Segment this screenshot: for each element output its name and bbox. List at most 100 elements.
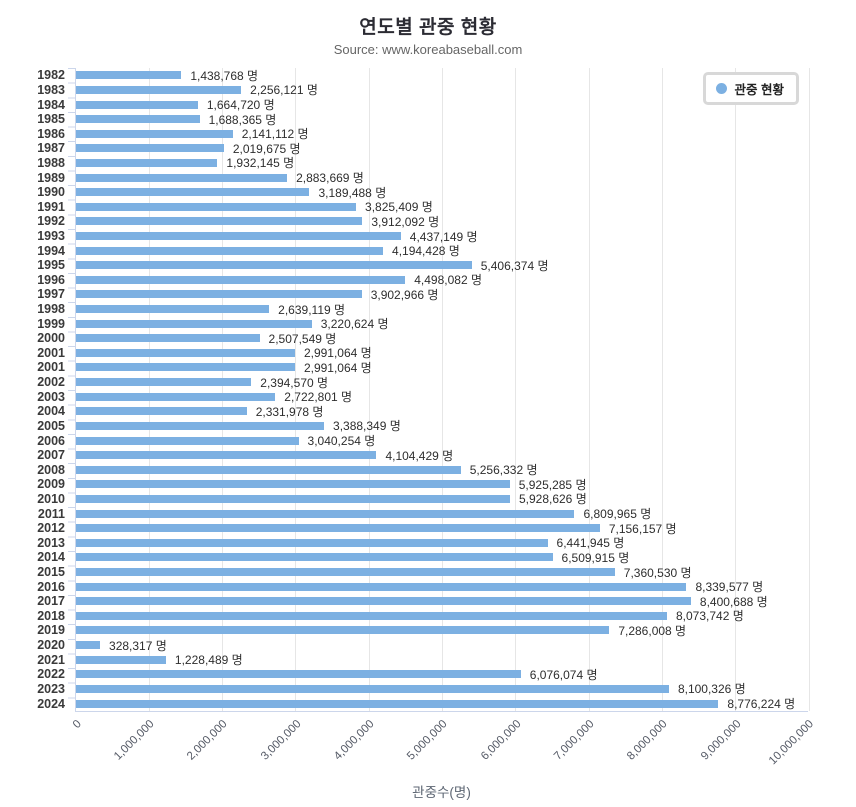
attendance-bar[interactable] — [76, 494, 510, 503]
attendance-bar[interactable] — [76, 568, 615, 577]
attendance-bar[interactable] — [76, 71, 182, 80]
value-label: 5,406,374 명 — [480, 258, 549, 273]
attendance-bar[interactable] — [76, 363, 295, 372]
year-label: 2001 — [37, 345, 65, 360]
x-axis-tick-label: 8,000,000 — [625, 718, 670, 763]
year-label: 1990 — [37, 185, 65, 200]
bar-row: 2002 2,394,570 명 — [37, 375, 808, 390]
attendance-bar[interactable] — [76, 421, 325, 430]
x-axis-tick-label: 5,000,000 — [405, 718, 450, 763]
bar-row: 2013 6,441,945 명 — [37, 536, 808, 551]
gridline — [808, 68, 810, 711]
bar-row: 1985 1,688,365 명 — [37, 112, 808, 127]
attendance-bar[interactable] — [76, 436, 299, 445]
year-label: 2000 — [37, 331, 65, 346]
bar-row: 1992 3,912,092 명 — [37, 214, 808, 229]
attendance-bar[interactable] — [76, 378, 252, 387]
attendance-bar[interactable] — [76, 626, 610, 635]
year-label: 2011 — [37, 506, 65, 521]
plot-area: 1982 1,438,768 명 1983 2,256,121 명 1984 1,664,… — [37, 68, 810, 713]
year-label: 1999 — [37, 316, 65, 331]
attendance-bar[interactable] — [76, 202, 357, 211]
value-label: 8,339,577 명 — [695, 580, 764, 595]
year-label: 2018 — [37, 608, 65, 623]
x-axis-title: 관중수(명) — [412, 785, 471, 800]
attendance-bar[interactable] — [76, 524, 600, 533]
attendance-bar[interactable] — [76, 319, 312, 328]
attendance-bar[interactable] — [76, 641, 101, 650]
x-axis-tick-label: 0 — [70, 718, 84, 732]
attendance-bar[interactable] — [76, 655, 166, 664]
year-label: 2020 — [37, 638, 65, 653]
bar-row: 2005 3,388,349 명 — [37, 419, 808, 434]
attendance-bar[interactable] — [76, 699, 719, 708]
bar-row: 1993 4,437,149 명 — [37, 229, 808, 244]
year-label: 2016 — [37, 579, 65, 594]
attendance-bar[interactable] — [76, 611, 667, 620]
x-axis-tick-label: 10,000,000 — [767, 718, 817, 768]
x-axis-tick-label: 4,000,000 — [332, 718, 377, 763]
attendance-bar[interactable] — [76, 232, 401, 240]
bar-row: 1982 1,438,768 명 — [37, 68, 808, 83]
attendance-bar[interactable] — [76, 144, 224, 153]
attendance-bar[interactable] — [76, 275, 406, 284]
year-label: 1997 — [37, 287, 65, 302]
bar-row: 2003 2,722,801 명 — [37, 389, 808, 405]
x-axis-tick-label: 2,000,000 — [185, 718, 231, 763]
attendance-bar[interactable] — [76, 188, 310, 197]
value-label: 2,331,978 명 — [255, 404, 324, 419]
attendance-bar[interactable] — [76, 217, 363, 226]
bar-row: 2014 6,509,915 명 — [37, 550, 808, 565]
attendance-bar[interactable] — [76, 261, 472, 270]
attendance-bar[interactable] — [76, 115, 200, 124]
attendance-bar[interactable] — [76, 305, 270, 314]
year-label: 1985 — [37, 112, 65, 127]
bar-row: 2011 6,809,965 명 — [38, 506, 808, 522]
year-label: 2022 — [37, 667, 65, 682]
attendance-bar[interactable] — [76, 100, 198, 109]
attendance-bar[interactable] — [76, 348, 295, 357]
value-label: 6,509,915 명 — [561, 550, 630, 565]
attendance-bar[interactable] — [76, 509, 575, 518]
attendance-bar[interactable] — [76, 246, 384, 255]
value-label: 6,441,945 명 — [556, 536, 625, 551]
bar-row: 2021 1,228,489 명 — [37, 652, 808, 668]
attendance-bar[interactable] — [76, 129, 233, 138]
value-label: 3,825,409 명 — [365, 200, 433, 215]
attendance-bar[interactable] — [76, 85, 242, 94]
bar-row: 2001 2,991,064 명 — [37, 360, 808, 375]
bar-row: 1998 2,639,119 명 — [37, 302, 808, 317]
attendance-bar[interactable] — [76, 538, 548, 547]
attendance-bar[interactable] — [76, 173, 288, 182]
value-label: 2,394,570 명 — [260, 375, 329, 390]
attendance-bar[interactable] — [76, 670, 521, 679]
year-label: 1994 — [37, 243, 65, 258]
attendance-bar[interactable] — [76, 290, 362, 299]
attendance-bar[interactable] — [76, 334, 260, 343]
year-label: 1995 — [37, 258, 65, 273]
attendance-bar[interactable] — [76, 597, 691, 606]
attendance-bar[interactable] — [76, 465, 461, 474]
attendance-bar[interactable] — [76, 158, 218, 167]
bar-row: 2017 8,400,688 명 — [37, 594, 808, 609]
bar-row: 1991 3,825,409 명 — [37, 199, 808, 215]
year-label: 2008 — [37, 462, 65, 477]
attendance-bar[interactable] — [76, 582, 687, 591]
value-label: 2,722,801 명 — [284, 390, 353, 405]
year-label: 2001 — [37, 360, 65, 375]
attendance-bar[interactable] — [76, 392, 276, 401]
year-label: 2010 — [37, 491, 65, 506]
bar-row: 1995 5,406,374 명 — [37, 258, 808, 273]
legend-item[interactable]: 관중 현황 — [702, 72, 799, 105]
value-label: 3,902,966 명 — [370, 287, 439, 302]
bar-row: 1984 1,664,720 명 — [37, 97, 808, 113]
gridline — [588, 68, 590, 711]
attendance-bar[interactable] — [76, 407, 247, 416]
attendance-bar[interactable] — [76, 451, 377, 460]
bar-row: 1994 4,194,428 명 — [37, 243, 808, 259]
bar-row: 1997 3,902,966 명 — [37, 287, 808, 302]
attendance-bar[interactable] — [76, 553, 553, 562]
value-label: 7,286,008 명 — [618, 623, 687, 638]
attendance-bar[interactable] — [76, 480, 510, 489]
attendance-bar[interactable] — [76, 684, 669, 693]
